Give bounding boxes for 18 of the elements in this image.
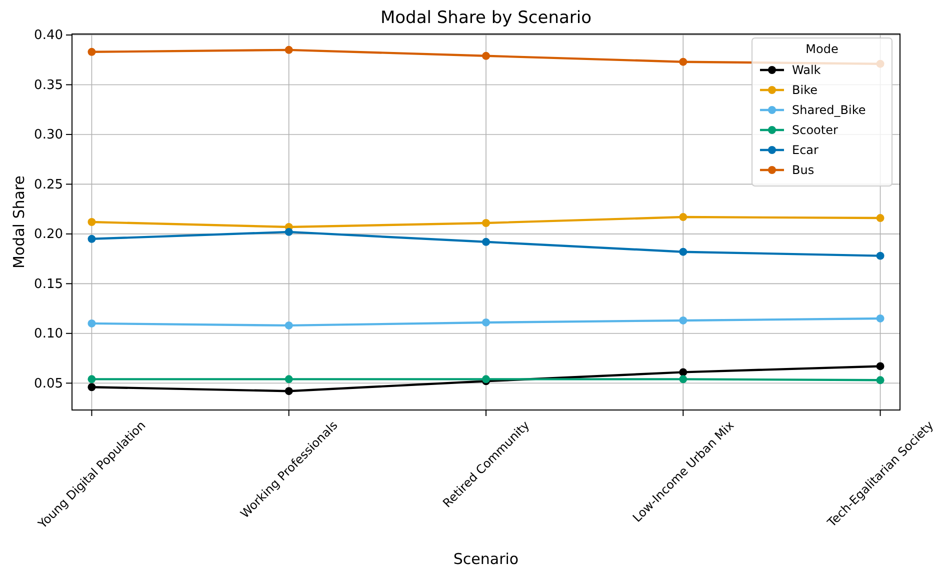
legend-label: Ecar [792,143,819,157]
y-tick-label: 0.20 [34,227,63,242]
y-tick-label: 0.35 [34,78,63,93]
y-tick-label: 0.30 [34,128,63,143]
y-tick-label: 0.25 [34,177,63,192]
legend-label: Walk [792,63,821,77]
legend-label: Bike [792,83,818,97]
y-tick-label: 0.40 [34,28,63,44]
legend-title: Mode [806,42,838,56]
y-tick-label: 0.05 [34,376,63,392]
x-axis-title: Scenario [453,550,519,568]
chart-title: Modal Share by Scenario [380,8,592,28]
legend-label: Scooter [792,123,838,137]
y-tick-label: 0.10 [34,326,63,342]
legend-label: Shared_Bike [792,103,866,117]
y-tick-label: 0.15 [34,276,63,292]
y-axis-title: Modal Share [10,175,28,269]
legend-label: Bus [792,163,814,177]
